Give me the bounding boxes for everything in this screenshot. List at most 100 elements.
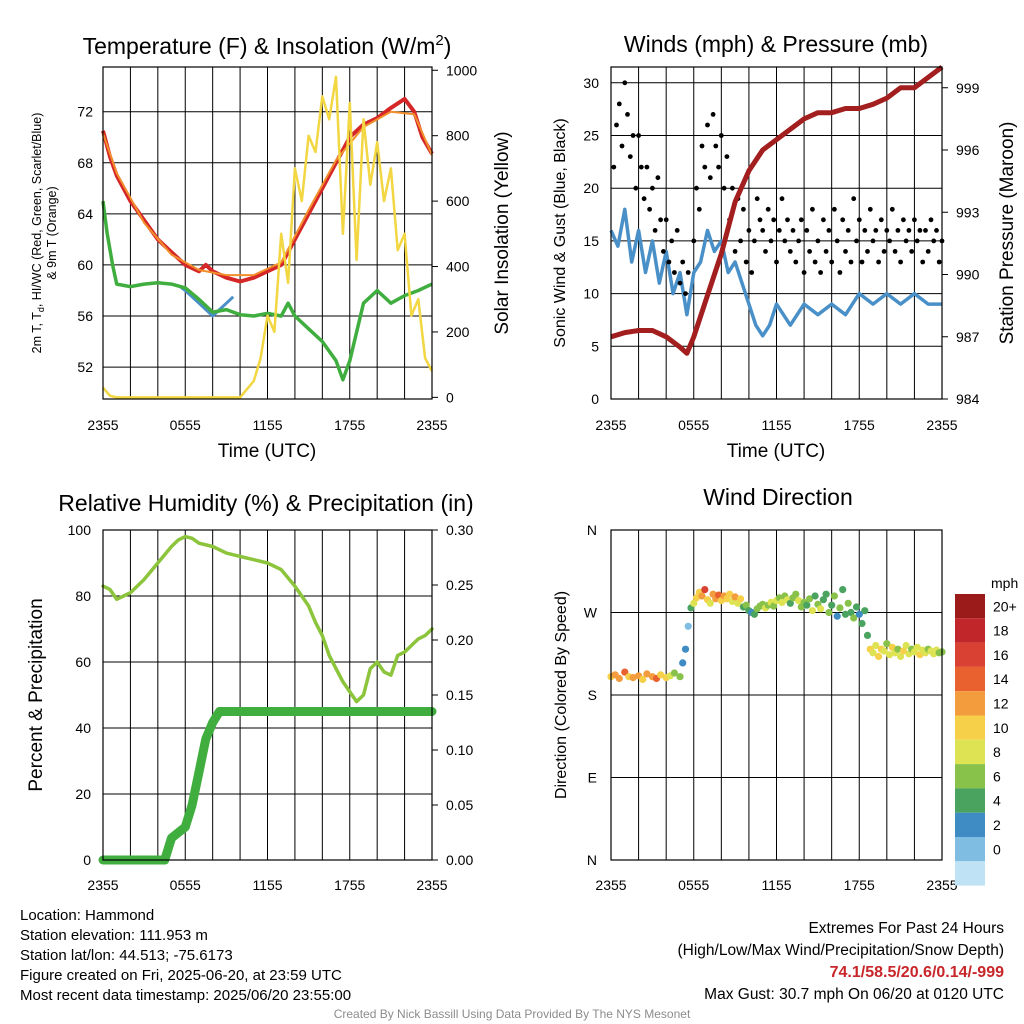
gust-point [702, 164, 708, 170]
direction-point [850, 614, 858, 622]
gust-point [928, 217, 934, 223]
y-tick-label: 40 [75, 720, 91, 736]
extremes-info: Extremes For Past 24 Hours (High/Low/Max… [678, 918, 1005, 1006]
plot-frame [102, 66, 433, 400]
direction-point [706, 599, 714, 607]
series-line [177, 284, 235, 318]
gust-point [887, 238, 892, 244]
gust-point [658, 217, 663, 223]
x-tick-label: 1755 [844, 877, 875, 893]
y-tick-label: 0 [591, 391, 599, 407]
gust-point [920, 259, 926, 265]
direction-point [869, 649, 877, 657]
gust-point [644, 164, 650, 170]
x-axis-label: Time (UTC) [727, 441, 826, 462]
gust-point [611, 164, 617, 170]
x-tick-label: 2355 [416, 417, 447, 433]
x-tick-label: 2355 [595, 877, 626, 893]
x-tick-label: 2355 [926, 877, 957, 893]
gust-point [845, 228, 851, 233]
gust-point [936, 259, 942, 265]
gust-point [685, 270, 691, 275]
gust-point [790, 228, 796, 233]
gust-point [895, 228, 901, 233]
gust-point [774, 259, 779, 265]
gust-point [691, 238, 697, 244]
recent-data-text: Most recent data timestamp: 2025/06/20 2… [20, 987, 352, 1004]
colorbar-swatch [955, 715, 985, 740]
plot-frame [610, 66, 943, 400]
gust-point [851, 196, 857, 202]
colorbar-label: 8 [993, 744, 1001, 760]
gust-point [666, 259, 672, 265]
credit-text: Created By Nick Bassill Using Data Provi… [333, 1007, 691, 1021]
direction-point [828, 601, 836, 609]
x-tick-label: 0555 [678, 417, 709, 433]
y-tick-label: 72 [77, 104, 93, 120]
y-tick-label: 80 [75, 588, 91, 604]
x-tick-label: 2355 [416, 877, 447, 893]
gust-point [707, 175, 713, 181]
y2-tick-label: 993 [956, 204, 980, 220]
gust-point [903, 238, 909, 244]
direction-point [808, 607, 817, 615]
gust-point [787, 249, 793, 254]
gust-point [873, 228, 879, 233]
direction-point [902, 641, 910, 650]
direction-point [684, 622, 692, 630]
max-gust-text: Max Gust: 30.7 mph On 06/20 at 0120 UTC [704, 986, 1004, 1003]
colorbar-swatch [955, 739, 985, 765]
direction-point [833, 612, 841, 620]
y2-axis-label: Station Pressure (Maroon) [997, 122, 1018, 345]
gust-point [793, 259, 799, 265]
gust-point [815, 238, 821, 244]
gust-point [655, 175, 661, 181]
gust-point [823, 249, 829, 254]
direction-point [657, 671, 665, 679]
gust-point [622, 80, 628, 86]
gust-point [768, 238, 774, 244]
y2-tick-label: 0.25 [446, 577, 473, 593]
y-axis-label: Direction (Colored By Speed) [553, 591, 570, 799]
direction-point [615, 674, 623, 683]
direction-point [770, 602, 778, 610]
chart-title: Temperature (F) & Insolation (W/m2) [83, 32, 452, 59]
direction-point [742, 601, 750, 609]
y-tick-label: 20 [75, 786, 91, 802]
y2-tick-label: 0.10 [446, 742, 473, 758]
y2-tick-label: 996 [956, 142, 980, 158]
gust-point [652, 228, 658, 233]
y2-tick-label: 0.30 [446, 522, 473, 538]
series-line [101, 534, 434, 704]
gust-point [931, 238, 937, 244]
gust-point [796, 238, 801, 244]
direction-point [872, 641, 880, 650]
y2-tick-label: 1000 [446, 62, 477, 78]
x-tick-label: 1155 [761, 877, 791, 893]
y2-tick-label: 400 [446, 259, 470, 275]
gust-point [867, 206, 873, 212]
y-tick-label: 68 [77, 155, 93, 171]
gust-point [716, 164, 721, 170]
extremes-legend: (High/Low/Max Wind/Precipitation/Snow De… [677, 942, 1005, 959]
x-tick-label: 0555 [170, 417, 201, 433]
gust-point [614, 122, 619, 128]
gust-point [912, 217, 917, 223]
chart-title: Wind Direction [703, 484, 853, 510]
colorbar-swatch [955, 666, 985, 692]
gust-point [672, 270, 677, 275]
colorbar-swatch [955, 788, 985, 813]
gust-point [878, 217, 884, 223]
colorbar-swatch [955, 764, 985, 789]
gust-point [832, 206, 837, 212]
gust-point [892, 249, 898, 254]
gust-point [713, 143, 719, 149]
chart-title: Winds (mph) & Pressure (mb) [624, 31, 928, 57]
direction-point [855, 610, 863, 618]
gust-point [881, 249, 887, 254]
gust-point [710, 112, 716, 117]
extremes-title: Extremes For Past 24 Hours [808, 920, 1004, 937]
gust-point [914, 238, 920, 244]
y-tick-label: 5 [591, 338, 599, 354]
direction-point [803, 601, 811, 609]
